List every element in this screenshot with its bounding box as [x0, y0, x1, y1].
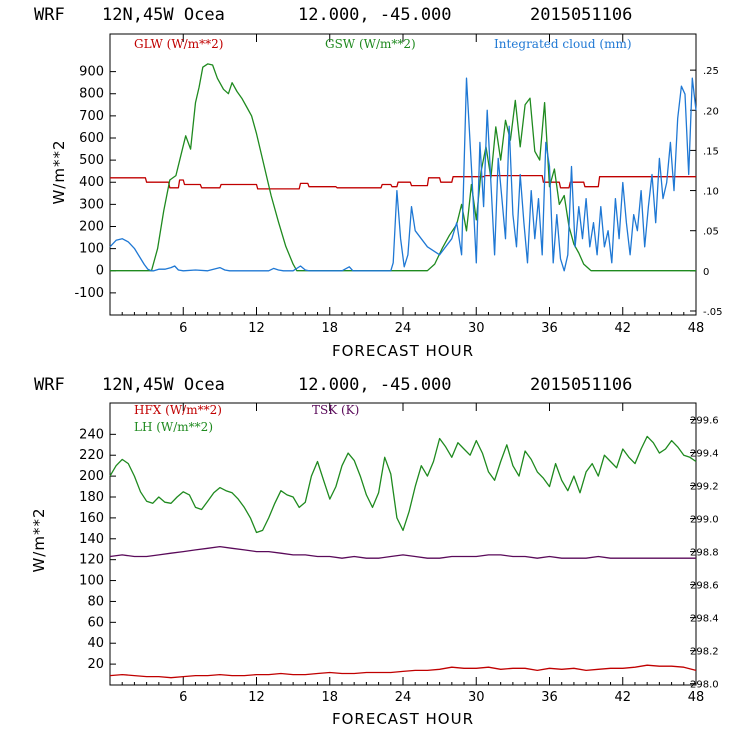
y-tick-label: 60	[87, 615, 104, 630]
y2-tick-label: 0	[703, 267, 709, 278]
y-tick-label: 220	[79, 448, 104, 463]
x-tick-label: 6	[179, 690, 187, 705]
x-tick-label: 48	[688, 321, 705, 336]
x-tick-label: 30	[468, 321, 485, 336]
series-line-integrated	[109, 77, 697, 272]
legend-lh: LH (W/m**2)	[134, 420, 213, 434]
series-line-hfx	[109, 664, 697, 679]
x-tick-label: 6	[179, 321, 187, 336]
y-tick-label: -100	[74, 286, 104, 301]
y-tick-label: 400	[79, 175, 104, 190]
bottom-header-location: 12N,45W Ocea	[102, 375, 225, 395]
y-tick-label: 500	[79, 153, 104, 168]
x-tick-label: 48	[688, 690, 705, 705]
series-line-tsk	[109, 545, 696, 559]
top-header-location: 12N,45W Ocea	[102, 5, 225, 25]
legend-integrated: Integrated cloud (mm)	[494, 37, 632, 51]
y2-tick-label: .25	[703, 66, 719, 77]
y-tick-label: 180	[79, 490, 104, 505]
bottom-header-coords: 12.000, -45.000	[298, 375, 452, 395]
legend-glw: GLW (W/m**2)	[134, 37, 223, 51]
y-tick-label: 900	[79, 65, 104, 80]
y2-tick-label: .20	[703, 106, 719, 117]
y-tick-label: 40	[87, 636, 104, 651]
bottom-header-model: WRF	[34, 375, 65, 395]
y2-tick-label: 298.2	[690, 647, 719, 658]
legend-hfx: HFX (W/m**2)	[134, 403, 222, 417]
y2-tick-label: -.05	[703, 307, 723, 318]
y2-tick-label: .05	[703, 227, 719, 238]
x-tick-label: 12	[248, 690, 265, 705]
x-tick-label: 30	[468, 690, 485, 705]
x-tick-label: 12	[248, 321, 265, 336]
top-header-model: WRF	[34, 5, 65, 25]
y-tick-label: 20	[87, 657, 104, 672]
top-chart: 6 12 18 24 30 36 42 48 -100 0 100 200 300 400 500 600 70…	[50, 33, 723, 360]
bottom-chart-header: WRF 12N,45W Ocea 12.000, -45.000 2015051…	[34, 375, 632, 395]
x-tick-label: 18	[321, 690, 338, 705]
y2-tick-label: 299.4	[690, 449, 719, 460]
series-line-gsw	[110, 63, 696, 272]
x-tick-label: 18	[321, 321, 338, 336]
y-tick-label: 80	[87, 594, 104, 609]
top-chart-header: WRF 12N,45W Ocea 12.000, -45.000 2015051…	[34, 5, 632, 25]
y2-tick-label: .10	[703, 187, 719, 198]
y2-tick-label: 299.6	[690, 416, 719, 427]
y-tick-label: 100	[79, 574, 104, 589]
y-tick-label: 240	[79, 427, 104, 442]
x-tick-label: 42	[614, 690, 631, 705]
x-tick-label: 36	[541, 321, 558, 336]
bottom-header-datetime: 2015051106	[530, 375, 632, 395]
x-tick-label: 36	[541, 690, 558, 705]
plot-frame	[109, 402, 697, 686]
x-tick-label: 42	[614, 321, 631, 336]
y2-tick-label: 298.4	[690, 614, 719, 625]
bottom-chart: 6 12 18 24 30 36 42 48 20 40 60 80 100 120 140 160 180 20…	[30, 402, 719, 728]
y-tick-label: 800	[79, 87, 104, 102]
y2-tick-label: 299.0	[690, 515, 719, 526]
y-tick-label: 160	[79, 511, 104, 526]
y-tick-label: 140	[79, 532, 104, 547]
x-axis-label: FORECAST HOUR	[332, 710, 474, 728]
top-header-datetime: 2015051106	[530, 5, 632, 25]
y2-tick-label: .15	[703, 146, 719, 157]
legend-tsk: TSK (K)	[312, 403, 359, 417]
y-tick-label: 600	[79, 131, 104, 146]
x-tick-label: 24	[395, 690, 412, 705]
y-tick-label: 0	[96, 264, 104, 279]
series-line-lh	[109, 435, 697, 534]
y2-tick-label: 298.0	[690, 680, 719, 691]
plot-frame	[109, 33, 697, 316]
y-tick-label: 120	[79, 553, 104, 568]
y-tick-label: 300	[79, 197, 104, 212]
y2-tick-label: 298.8	[690, 548, 719, 559]
x-tick-label: 24	[395, 321, 412, 336]
top-header-coords: 12.000, -45.000	[298, 5, 452, 25]
x-axis-label: FORECAST HOUR	[332, 342, 474, 360]
y-tick-label: 100	[79, 242, 104, 257]
y-tick-label: 200	[79, 469, 104, 484]
y-tick-label: 200	[79, 219, 104, 234]
series-line-glw	[110, 174, 696, 190]
y-axis-label: W/m**2	[30, 507, 48, 572]
y-axis-label: W/m**2	[50, 139, 68, 204]
y2-tick-label: 298.6	[690, 581, 719, 592]
y2-tick-label: 299.2	[690, 482, 719, 493]
legend-gsw: GSW (W/m**2)	[325, 37, 416, 51]
y-tick-label: 700	[79, 109, 104, 124]
